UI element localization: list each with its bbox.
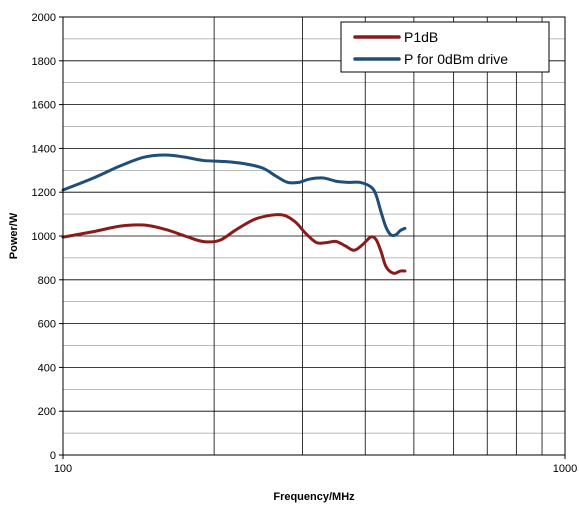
major-gridlines: [63, 17, 565, 455]
legend-label: P1dB: [404, 29, 438, 45]
series-line-p-0dbm-drive: [61, 153, 407, 238]
y-tick-label: 400: [38, 362, 56, 374]
legend-label: P for 0dBm drive: [404, 51, 508, 67]
y-tick-label: 2000: [32, 12, 56, 24]
y-axis-title: Power/W: [8, 212, 20, 259]
x-tick-label: 100: [54, 463, 72, 475]
y-tick-label: 0: [50, 450, 56, 462]
y-tick-label: 1200: [32, 187, 56, 199]
legend-box: [340, 21, 550, 73]
series-layer: [61, 153, 407, 275]
x-axis-title: Frequency/MHz: [273, 491, 355, 503]
x-tick-labels: 100 1000: [54, 455, 577, 475]
y-tick-label: 1600: [32, 100, 56, 112]
y-tick-label: 600: [38, 319, 56, 331]
y-tick-label: 800: [38, 275, 56, 287]
y-tick-labels: 0 200 400 600 800 1000 1200 1400 1600 1800 2000: [32, 12, 63, 462]
y-tick-label: 1400: [32, 143, 56, 155]
y-tick-label: 1000: [32, 231, 56, 243]
legend: P1dB P for 0dBm drive: [340, 21, 550, 73]
y-tick-label: 200: [38, 406, 56, 418]
x-tick-label: 1000: [553, 463, 577, 475]
y-tick-label: 1800: [32, 56, 56, 68]
series-line-p1db: [61, 213, 407, 275]
